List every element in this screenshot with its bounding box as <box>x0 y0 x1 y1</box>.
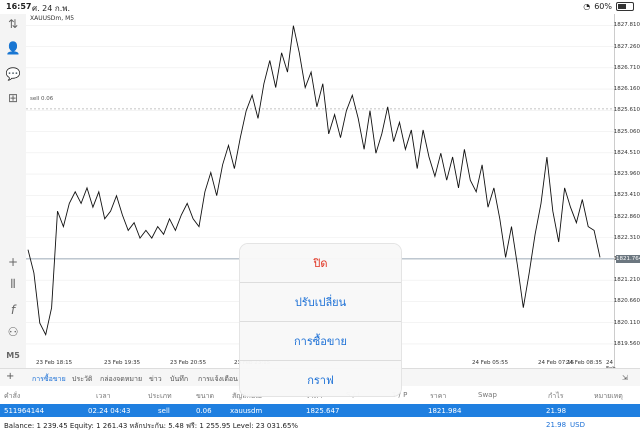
chart-toolbar: ⇅ 👤 💬 ⊞ + ⦀ f ⚇ M5 <box>0 14 27 368</box>
price-tick-label: 1822.860 <box>613 213 640 220</box>
battery-icon <box>616 2 634 11</box>
tab-journal[interactable]: บันทึก <box>170 375 189 383</box>
price-tick-label: 1827.810 <box>613 22 640 29</box>
col-price: ราคา <box>430 392 447 400</box>
sell-line-label: sell 0.06 <box>30 96 54 102</box>
indicators-icon[interactable]: f <box>10 303 16 317</box>
modify-order-button[interactable]: ปรับเปลี่ยน <box>240 283 401 322</box>
order-symbol: xauusdm <box>230 407 263 415</box>
col-type: ประเภท <box>148 392 172 400</box>
order-profit: 21.98 <box>546 407 567 415</box>
order-type: sell <box>158 407 170 415</box>
status-right: ◔ 60% <box>583 2 634 11</box>
close-order-button[interactable]: ปิด <box>240 244 401 283</box>
col-symbol: สัญลักษณ์ <box>232 392 262 400</box>
current-price-label: 1821.764 <box>616 254 640 263</box>
table-row[interactable]: 511964144 02.24 04:43 sell 0.06 xauusdm … <box>0 404 640 417</box>
tab-alerts[interactable]: การแจ้งเตือน <box>198 375 238 383</box>
order-action-menu: ปิด ปรับเปลี่ยน การซื้อขาย กราฟ <box>240 244 401 396</box>
price-series-line <box>27 25 601 337</box>
col-swap: Swap <box>478 391 497 399</box>
new-order-icon[interactable]: ⊞ <box>7 91 19 105</box>
trade-button[interactable]: การซื้อขาย <box>240 322 401 361</box>
col-profit: กำไร <box>548 392 564 400</box>
price-chart-svg <box>26 25 614 345</box>
order-price: 1821.984 <box>428 407 462 415</box>
layout-icon[interactable]: ⇲ <box>622 374 628 382</box>
chart-symbol: XAUUSDm, M5 <box>30 15 75 22</box>
currency: USD <box>570 421 585 429</box>
price-axis: 1827.810 1827.260 1826.710 1826.160 1825.610… <box>614 14 640 368</box>
price-tick-label: 1820.110 <box>613 319 640 326</box>
chart-type-icon[interactable]: ⦀ <box>10 276 16 291</box>
balance-bar: Balance: 1 239.45 Equity: 1 261.43 หลักป… <box>0 417 640 431</box>
chart-button[interactable]: กราฟ <box>307 374 334 387</box>
price-tick-label: 1824.510 <box>613 149 640 156</box>
price-tick-label: 1826.160 <box>613 86 640 93</box>
add-icon[interactable]: + <box>6 371 15 382</box>
col-comment: หมายเหตุ <box>594 392 623 400</box>
price-tick-label: 1826.710 <box>613 64 640 71</box>
col-tp: T / P <box>392 391 408 399</box>
timeframe-icon[interactable]: M5 <box>6 350 20 360</box>
price-tick-label: 1825.060 <box>613 128 640 135</box>
price-tick-label: 1822.310 <box>613 234 640 241</box>
price-tick-label: 1819.560 <box>613 340 640 347</box>
crosshair-icon[interactable]: + <box>7 255 19 269</box>
time-tick-label: 23 Feb 18:15 <box>36 360 73 366</box>
price-tick-label: 1825.610 <box>613 107 640 114</box>
objects-icon[interactable]: ⚇ <box>7 325 19 339</box>
col-order: คำสั่ง <box>4 392 21 400</box>
clock: 16:57 <box>6 2 32 11</box>
price-tick-label: 1823.410 <box>613 192 640 199</box>
price-tick-label: 1821.210 <box>613 277 640 284</box>
order-volume: 0.06 <box>196 407 212 415</box>
order-open-price: 1825.647 <box>306 407 340 415</box>
time-tick-label: 24 Feb 08:35 <box>566 360 603 366</box>
total-profit: 21.98 <box>546 421 567 429</box>
balance-text: Balance: 1 239.45 Equity: 1 261.43 หลักป… <box>4 422 299 430</box>
quotes-icon[interactable]: ⇅ <box>7 17 19 31</box>
tab-mailbox[interactable]: กล่องจดหมาย <box>100 375 143 383</box>
order-number: 511964144 <box>4 407 45 415</box>
account-icon[interactable]: 👤 <box>5 41 21 55</box>
tab-history[interactable]: ประวัติ <box>72 375 93 383</box>
chat-icon[interactable]: 💬 <box>5 67 21 81</box>
time-tick-label: 24 Feb 05:55 <box>472 360 509 366</box>
time-tick-label: 23 Feb 20:55 <box>170 360 207 366</box>
col-volume: ขนาด <box>196 392 215 400</box>
col-open-price: ราคา <box>306 392 323 400</box>
time-tick-label: 23 Feb 19:35 <box>104 360 141 366</box>
date: ศ. 24 ก.พ. <box>32 4 71 13</box>
price-tick-label: 1820.660 <box>613 298 640 305</box>
order-time: 02.24 04:43 <box>88 407 131 415</box>
status-bar: 16:57 ศ. 24 ก.พ. ◔ 60% <box>0 0 640 14</box>
price-tick-label: 1823.960 <box>613 171 640 178</box>
price-tick-label: 1827.260 <box>613 43 640 50</box>
tab-news[interactable]: ข่าว <box>149 375 162 383</box>
battery-percent: 60% <box>594 2 612 11</box>
wifi-icon: ◔ <box>583 2 591 11</box>
col-time: เวลา <box>96 392 111 400</box>
time-tick-label: 24 Feb 07:15 <box>538 360 575 366</box>
